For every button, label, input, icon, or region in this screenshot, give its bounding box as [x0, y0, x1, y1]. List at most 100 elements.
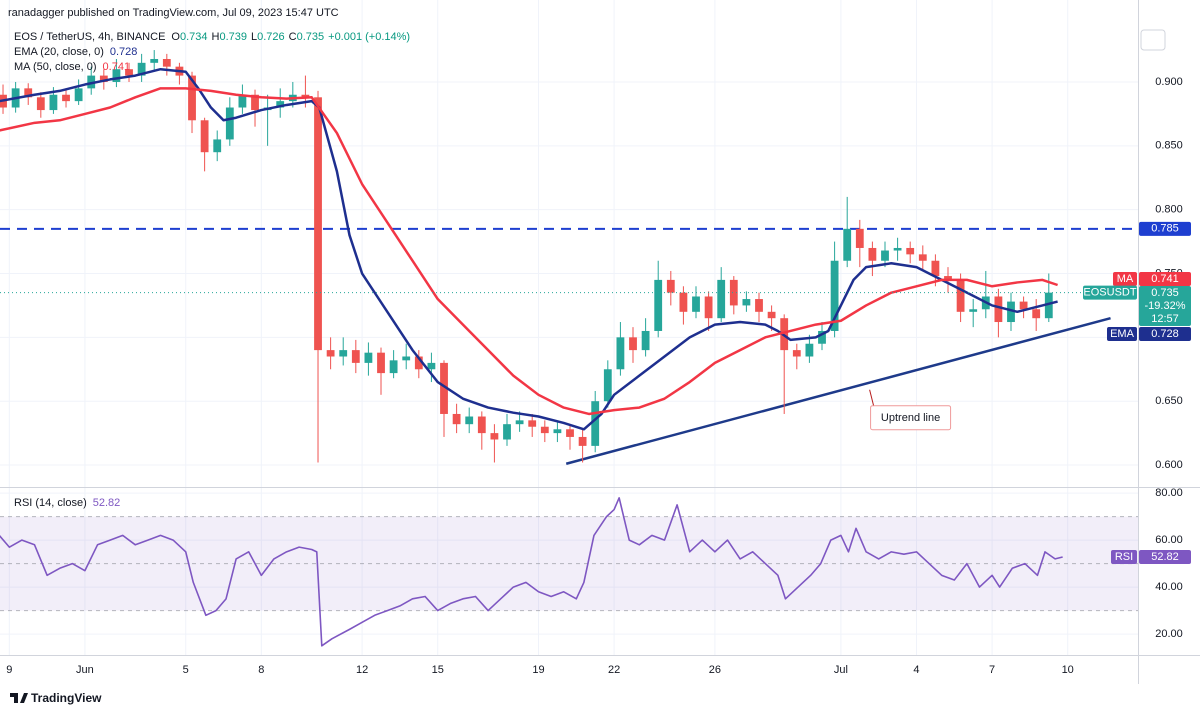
- rsi-tick-label: 80.00: [1155, 487, 1183, 499]
- rsi-line: [0, 497, 1063, 647]
- candle-body: [931, 260, 940, 277]
- candle-body: [616, 337, 625, 370]
- ema-legend: EMA (20, close, 0) 0.728: [14, 46, 137, 58]
- change-tag-text: -19.32%: [1145, 300, 1186, 312]
- ema-tag-name-text: EMA: [1110, 328, 1135, 340]
- ohlc-label: L: [251, 31, 257, 43]
- candle-body: [162, 58, 171, 67]
- annotation-arrow: [869, 389, 875, 406]
- candle-body: [717, 279, 726, 319]
- candle-body: [893, 247, 902, 251]
- candle-body: [918, 254, 927, 261]
- candle-body: [881, 250, 889, 261]
- ema-tag: [1139, 326, 1191, 341]
- y-tick-label: 0.650: [1155, 395, 1183, 407]
- candle-body: [805, 343, 814, 357]
- ohlc-label: O: [171, 31, 180, 43]
- ma-tag-name: [1113, 271, 1137, 286]
- candle-body: [74, 88, 83, 102]
- candle-body: [666, 279, 675, 293]
- candle-body: [1007, 301, 1015, 323]
- grid: [0, 0, 1138, 655]
- rsi-tick-label: 40.00: [1155, 581, 1183, 593]
- trend-line: [565, 316, 1111, 465]
- settings-button[interactable]: [1140, 29, 1166, 51]
- candle-body: [99, 75, 108, 82]
- candle-body: [843, 228, 852, 261]
- symbol-legend: EOS / TetherUS, 4h, BINANCE O0.734 H0.739 L…: [14, 31, 410, 43]
- candle-body: [1019, 301, 1028, 310]
- rsi-tag-name: [1111, 549, 1137, 564]
- candle-body: [868, 247, 877, 261]
- candle-body: [969, 309, 978, 312]
- brand: TradingView: [31, 691, 102, 705]
- y-tick-label: 0.900: [1155, 76, 1183, 88]
- logo-icon: [10, 693, 28, 703]
- ema-legend-value: 0.728: [110, 46, 138, 58]
- candle-body: [515, 420, 524, 425]
- rsi-pane: [0, 497, 1138, 647]
- candle-body: [112, 69, 121, 82]
- resistance-tag-text: 0.785: [1151, 223, 1179, 235]
- ema-legend-label: EMA (20, close, 0): [14, 46, 104, 58]
- candle-body: [188, 75, 196, 121]
- candle-body: [603, 369, 612, 402]
- x-tick-label: 7: [989, 664, 995, 676]
- candle-body: [578, 436, 587, 446]
- candle-body: [994, 296, 1003, 323]
- candle-body: [326, 350, 335, 357]
- ohlc-value: 0.735: [297, 31, 325, 43]
- candle-body: [1032, 309, 1041, 319]
- candle-body: [477, 416, 486, 434]
- rsi-legend-value: 52.82: [93, 497, 121, 509]
- candle-body: [137, 62, 146, 76]
- candle-body: [755, 299, 763, 312]
- candle-body: [553, 429, 562, 434]
- x-tick-label: 26: [709, 664, 721, 676]
- candle-body: [62, 94, 70, 102]
- symbol-tag-text: EOSUSDT: [1083, 287, 1136, 299]
- candle-body: [641, 330, 650, 351]
- x-tick-label: 5: [183, 664, 189, 676]
- ma-legend-label: MA (50, close, 0): [14, 61, 97, 73]
- candle-body: [692, 296, 700, 312]
- ma-legend: MA (50, close, 0) 0.741: [14, 61, 130, 73]
- candle-body: [465, 416, 474, 425]
- x-tick-label: 9: [6, 664, 12, 676]
- candle-body: [956, 279, 965, 312]
- candle-body: [24, 88, 33, 98]
- candle-body: [251, 94, 259, 111]
- candle-body: [742, 299, 751, 306]
- price-pane: Uptrend line: [0, 50, 1138, 465]
- candle-body: [225, 107, 234, 140]
- brand-logo: TradingView: [10, 691, 102, 705]
- ohlc-value: 0.739: [219, 31, 247, 43]
- price-tag: [1139, 285, 1191, 326]
- candle-body: [238, 94, 247, 108]
- candle-body: [490, 433, 499, 440]
- overlay-line: [0, 67, 1058, 431]
- candle-body: [654, 279, 663, 331]
- candle-body: [440, 362, 448, 414]
- ema-tag-text: 0.728: [1151, 328, 1179, 340]
- candle-body: [818, 330, 826, 344]
- price-tags: 0.785 MA 0.741 EOSUSDT 0.735-19.32%12:57 EMA 0…: [1083, 221, 1191, 564]
- candle-body: [944, 276, 952, 280]
- x-tick-label: Jun: [76, 664, 94, 676]
- candle-body: [679, 292, 688, 312]
- candle-body: [528, 420, 537, 427]
- x-tick-label: 4: [913, 664, 919, 676]
- x-tick-label: 19: [532, 664, 544, 676]
- candle-body: [36, 97, 45, 111]
- rsi-tick-label: 20.00: [1155, 628, 1183, 640]
- x-tick-label: 8: [258, 664, 264, 676]
- candle-body: [213, 139, 222, 153]
- x-tick-label: 22: [608, 664, 620, 676]
- overlay-line: [0, 87, 1059, 416]
- x-tick-label: 15: [432, 664, 444, 676]
- candle-body: [49, 94, 58, 111]
- candle-body: [503, 424, 511, 440]
- ohlc-label: H: [212, 31, 220, 43]
